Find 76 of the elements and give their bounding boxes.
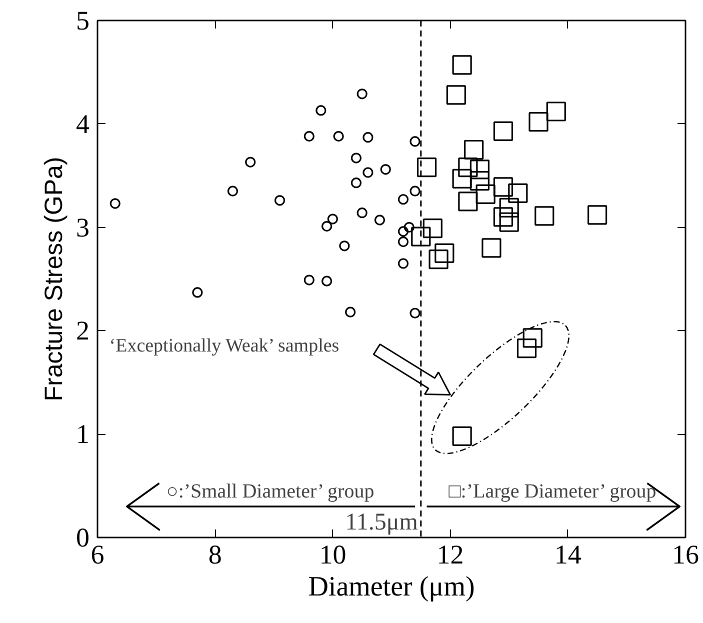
point [499,212,519,232]
annotation: ‘Exceptionally Weak’ samples [109,336,340,357]
point [416,158,437,178]
point [404,222,414,233]
y-tick-label: 5 [76,6,90,36]
point [434,243,454,263]
point [345,306,356,318]
point [322,276,332,286]
ref-line-label: 11.5μm [345,510,418,536]
point [350,152,362,164]
x-tick-label: 16 [672,540,699,570]
point [546,102,566,122]
point [356,88,368,100]
point [522,328,542,348]
point [411,226,431,246]
point [452,426,472,446]
point [350,178,362,188]
point [516,338,537,358]
point [428,250,448,270]
x-tick-label: 12 [436,540,464,570]
point [534,206,554,226]
point [245,156,256,168]
point [482,238,502,258]
point [410,186,420,196]
point [362,167,374,178]
point [499,198,519,218]
point [333,131,344,142]
x-tick-label: 6 [90,540,104,570]
point [476,184,496,204]
point [356,208,368,218]
x-tick-label: 14 [554,540,582,570]
point [508,183,528,203]
point [374,214,386,226]
annotation: ○:’Small Diameter’ group [166,480,374,502]
point [493,177,514,197]
point [227,186,238,196]
point [339,240,350,252]
point [493,207,514,227]
point [398,236,409,248]
point [470,160,490,180]
x-tick-label: 8 [208,540,222,570]
point [470,170,490,191]
point [398,194,409,205]
point [192,287,203,298]
point [422,218,442,238]
point [304,274,314,286]
x-tick-label: 10 [319,540,346,570]
y-tick-label: 4 [76,108,90,139]
point [452,168,472,188]
annotation: □:’Large Diameter’ group [448,480,656,502]
point [327,214,338,224]
x-axis-title: Diameter (μm) [308,572,475,602]
point [458,192,478,212]
point [464,140,484,160]
point [274,195,286,206]
point [362,132,374,143]
point [410,136,420,147]
point [410,308,420,318]
point [110,198,120,209]
y-tick-label: 2 [76,316,90,346]
point [380,164,391,175]
point [528,112,548,132]
point [452,55,472,75]
y-tick-label: 0 [76,522,90,552]
point [446,85,466,105]
point [398,226,409,237]
point [304,131,314,142]
point [588,205,608,225]
y-axis-title: Fracture Stress (GPa) [40,156,68,402]
y-tick-label: 3 [76,212,90,242]
point [458,158,478,178]
point [398,258,409,269]
point [316,105,326,116]
point [493,121,514,141]
y-tick-label: 1 [76,419,90,450]
point [322,220,332,232]
